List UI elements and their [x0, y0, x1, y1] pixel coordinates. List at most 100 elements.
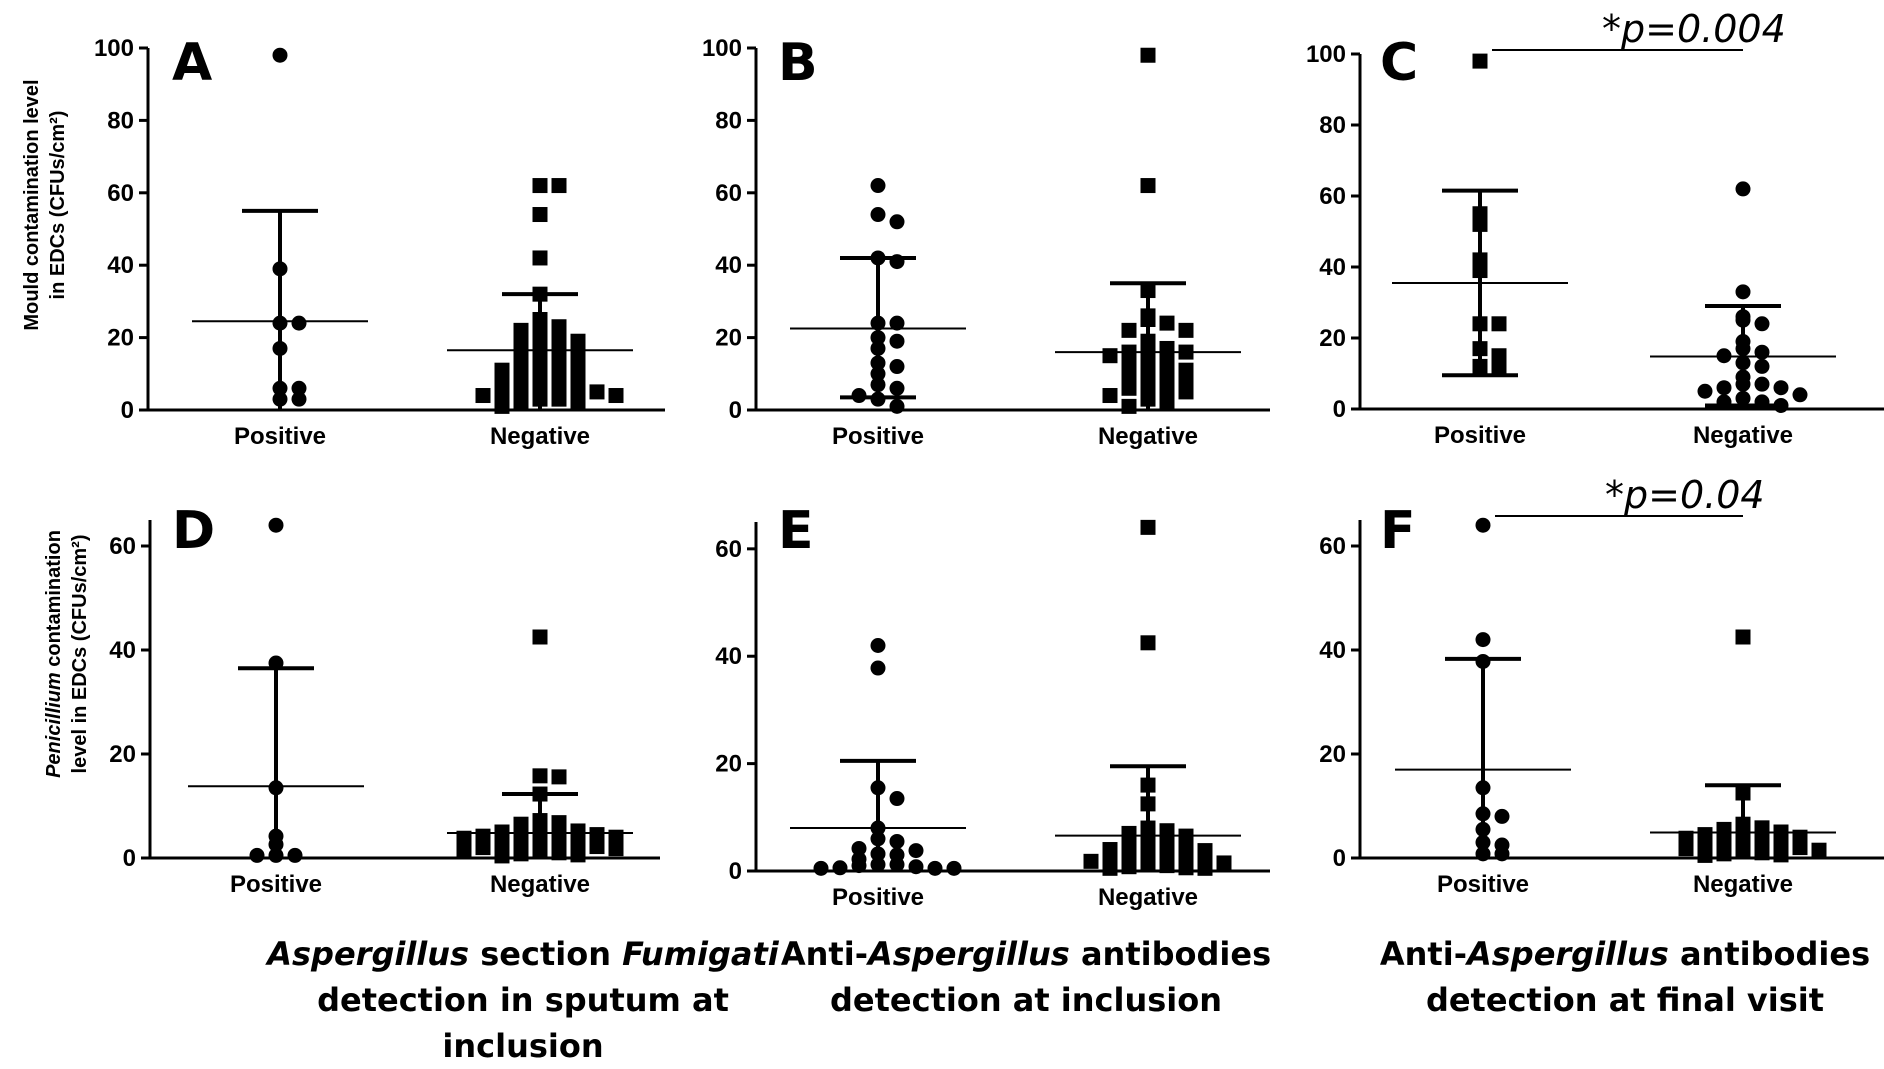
- data-point: [532, 351, 548, 367]
- data-point: [551, 340, 567, 356]
- data-point: [1735, 376, 1751, 392]
- data-point: [272, 47, 288, 63]
- data-point: [1811, 842, 1827, 858]
- data-point: [1472, 316, 1488, 332]
- data-point: [1178, 322, 1194, 338]
- x-tick-label-negative: Negative: [1098, 423, 1198, 450]
- data-point: [532, 207, 548, 223]
- data-point: [889, 398, 905, 414]
- data-point: [813, 860, 829, 876]
- x-tick-label-positive: Positive: [832, 423, 924, 450]
- data-point: [1716, 821, 1732, 837]
- data-point: [1678, 841, 1694, 857]
- data-point: [494, 398, 510, 414]
- data-point: [272, 340, 288, 356]
- data-point: [1121, 322, 1137, 338]
- data-point: [532, 178, 548, 194]
- data-point: [551, 178, 567, 194]
- data-point: [1475, 806, 1491, 822]
- data-point: [532, 250, 548, 266]
- data-point: [1475, 632, 1491, 648]
- data-point: [551, 833, 567, 849]
- y-tick-label: 100: [702, 35, 742, 62]
- y-axis-title-bottom-line1: Penicillium contamination: [43, 530, 65, 778]
- y-tick-label: 60: [107, 180, 134, 207]
- data-point: [1216, 855, 1232, 871]
- data-point: [1754, 316, 1770, 332]
- data-point: [532, 832, 548, 848]
- data-point: [1475, 780, 1491, 796]
- data-point: [570, 359, 586, 375]
- data-point: [870, 330, 886, 346]
- y-tick-label: 100: [1306, 41, 1346, 68]
- data-point: [268, 836, 284, 852]
- panel-c: 0 20 40 60 80 100 Positive Negative C *p=0.004: [1306, 7, 1884, 449]
- data-point: [1159, 340, 1175, 356]
- data-point: [1121, 359, 1137, 375]
- data-point: [532, 312, 548, 327]
- y-tick-label: 80: [107, 107, 134, 134]
- data-point: [551, 391, 567, 407]
- data-point: [870, 178, 886, 194]
- data-point: [456, 830, 472, 846]
- y-tick-label: 40: [109, 637, 136, 664]
- data-point: [1716, 348, 1732, 364]
- data-point: [870, 660, 886, 676]
- data-point: [870, 846, 886, 862]
- data-point: [1735, 181, 1751, 197]
- data-point: [870, 820, 886, 836]
- data-point: [1121, 344, 1137, 360]
- data-point: [513, 821, 529, 837]
- data-point: [1102, 860, 1118, 876]
- data-point: [1773, 824, 1789, 840]
- data-point: [551, 820, 567, 836]
- x-tick-label-negative: Negative: [490, 423, 590, 450]
- data-point: [1121, 380, 1137, 396]
- data-point: [1754, 376, 1770, 392]
- data-point: [1735, 341, 1751, 357]
- data-point: [889, 857, 905, 873]
- data-point: [1178, 384, 1194, 400]
- data-point: [513, 380, 529, 396]
- data-point: [1735, 819, 1751, 835]
- data-point: [513, 395, 529, 411]
- x-tick-label-positive: Positive: [1437, 871, 1529, 898]
- data-point: [1754, 394, 1770, 410]
- data-point: [832, 860, 848, 876]
- data-point: [1754, 344, 1770, 360]
- data-point: [1472, 341, 1488, 357]
- y-axis-title-bottom-line2: level in EDCs (CFUs/cm²): [69, 535, 91, 774]
- data-point: [570, 823, 586, 839]
- caption-left: Aspergillus section Fumigati detection i…: [267, 935, 779, 1065]
- figure: 0 20 40 60 80 100 Positive Negative A 0 20 40 60 80 10…: [21, 7, 1884, 911]
- data-point: [1140, 831, 1156, 847]
- y-tick-label: 60: [715, 180, 742, 207]
- x-tick-label-positive: Positive: [832, 884, 924, 911]
- data-point: [494, 384, 510, 400]
- panel-letter-d: D: [172, 501, 215, 561]
- data-point: [889, 833, 905, 849]
- data-point: [272, 261, 288, 277]
- panel-b: 0 20 40 60 80 100 Positive Negative B: [702, 33, 1270, 450]
- y-tick-label: 40: [715, 643, 742, 670]
- data-point: [513, 344, 529, 360]
- data-point: [1159, 395, 1175, 411]
- data-point: [870, 355, 886, 371]
- data-point: [1773, 847, 1789, 863]
- data-point: [870, 340, 886, 356]
- data-point: [291, 380, 307, 396]
- data-point: [1102, 388, 1118, 404]
- data-point: [551, 845, 567, 861]
- x-tick-label-positive: Positive: [230, 871, 322, 898]
- data-point: [494, 824, 510, 840]
- data-point: [1083, 853, 1099, 869]
- data-point: [1140, 635, 1156, 651]
- data-point: [513, 330, 529, 346]
- y-tick-label: 20: [715, 325, 742, 352]
- y-tick-label: 0: [121, 397, 134, 424]
- data-point: [889, 380, 905, 396]
- data-point: [870, 315, 886, 331]
- y-tick-label: 20: [1319, 741, 1346, 768]
- data-point: [889, 315, 905, 331]
- data-point: [532, 818, 548, 834]
